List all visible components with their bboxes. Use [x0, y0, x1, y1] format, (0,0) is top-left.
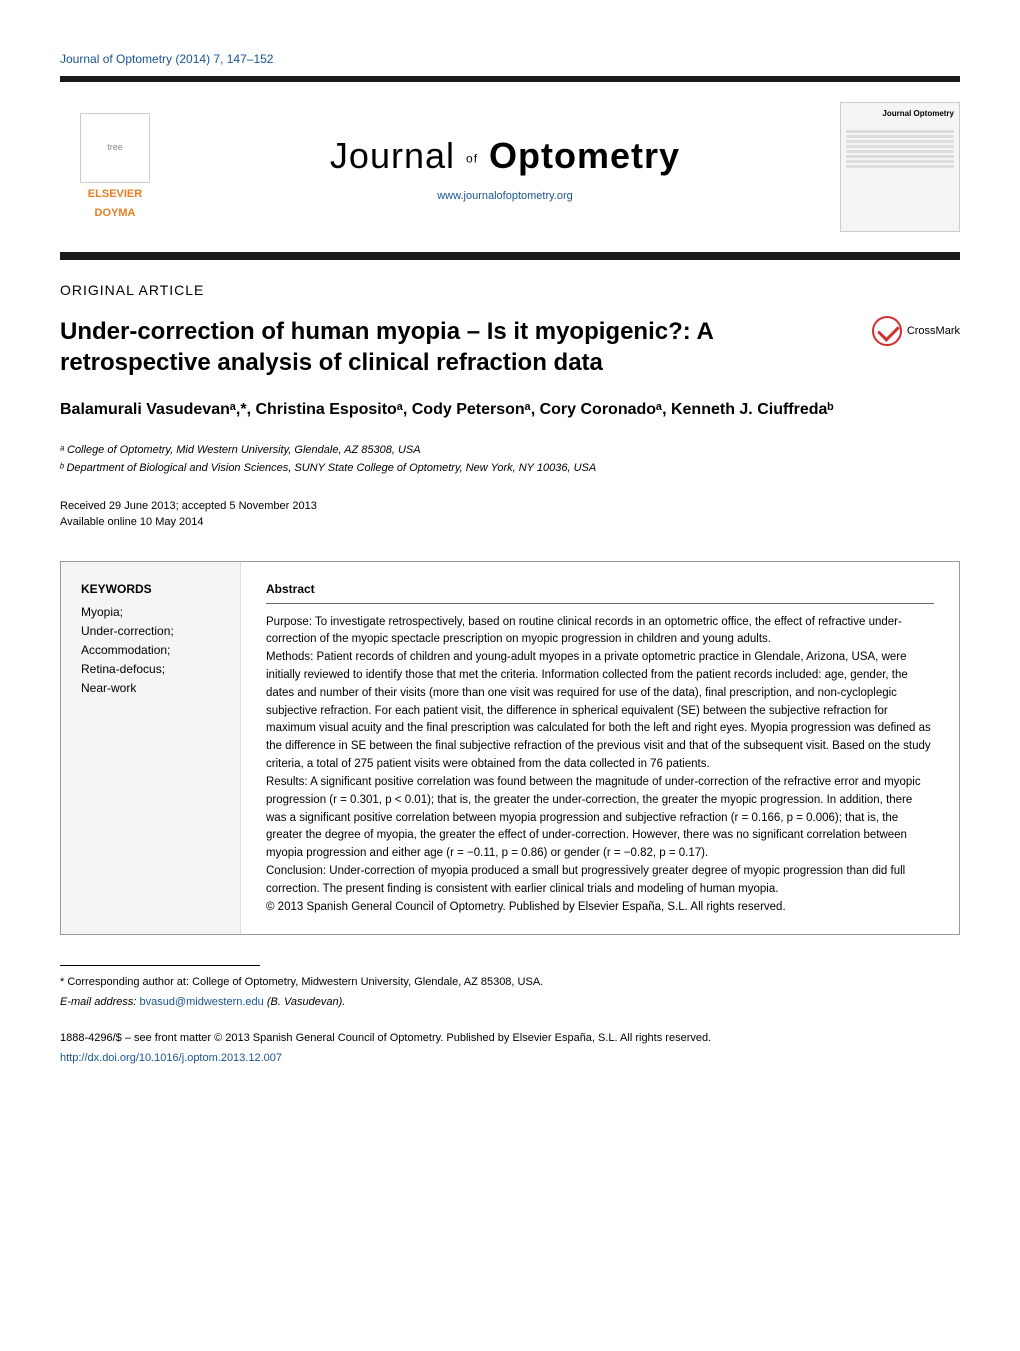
elsevier-logo: tree ELSEVIER DOYMA	[60, 112, 170, 222]
journal-url[interactable]: www.journalofoptometry.org	[170, 188, 840, 205]
abstract-column: Abstract Purpose: To investigate retrosp…	[241, 562, 959, 935]
abstract-copyright: © 2013 Spanish General Council of Optome…	[266, 899, 934, 917]
email-line: E-mail address: bvasud@midwestern.edu (B…	[60, 994, 960, 1011]
article-dates: Received 29 June 2013; accepted 5 Novemb…	[60, 498, 960, 531]
copyright-line: 1888-4296/$ – see front matter © 2013 Sp…	[60, 1030, 960, 1047]
abstract-text: Purpose: To investigate retrospectively,…	[266, 614, 934, 917]
title-row: Under-correction of human myopia – Is it…	[60, 316, 960, 378]
crossmark-icon	[872, 316, 902, 346]
abstract-header: Abstract	[266, 580, 934, 598]
abstract-box: KEYWORDS Myopia; Under-correction; Accom…	[60, 561, 960, 936]
abstract-results: Results: A significant positive correlat…	[266, 774, 934, 863]
elsevier-tree-icon: tree	[80, 113, 150, 183]
journal-cover-thumbnail: Journal Optometry	[840, 102, 960, 232]
abstract-purpose: Purpose: To investigate retrospectively,…	[266, 614, 934, 650]
journal-title-block: Journal of Optometry www.journalofoptome…	[170, 129, 840, 205]
affiliation-a: ᵃ College of Optometry, Mid Western Univ…	[60, 442, 960, 460]
header-divider-bar	[60, 76, 960, 82]
keywords-column: KEYWORDS Myopia; Under-correction; Accom…	[61, 562, 241, 935]
abstract-divider	[266, 603, 934, 604]
cover-thumb-title: Journal Optometry	[846, 108, 954, 120]
header-bottom-bar	[60, 252, 960, 260]
abstract-methods: Methods: Patient records of children and…	[266, 649, 934, 774]
abstract-conclusion: Conclusion: Under-correction of myopia p…	[266, 863, 934, 899]
journal-header: tree ELSEVIER DOYMA Journal of Optometry…	[60, 102, 960, 232]
crossmark-label: CrossMark	[907, 323, 960, 340]
email-author: (B. Vasudevan).	[267, 996, 345, 1008]
journal-title-prefix: Journal	[330, 135, 455, 176]
keywords-header: KEYWORDS	[81, 580, 220, 598]
authors: Balamurali Vasudevanᵃ,*, Christina Espos…	[60, 398, 960, 422]
doi-link[interactable]: http://dx.doi.org/10.1016/j.optom.2013.1…	[60, 1050, 960, 1067]
online-date: Available online 10 May 2014	[60, 514, 960, 531]
elsevier-text: ELSEVIER	[88, 186, 142, 203]
received-date: Received 29 June 2013; accepted 5 Novemb…	[60, 498, 960, 515]
article-type: ORIGINAL ARTICLE	[60, 280, 960, 301]
corresponding-author: * Corresponding author at: College of Op…	[60, 974, 960, 991]
keywords-list: Myopia; Under-correction; Accommodation;…	[81, 603, 220, 699]
affiliation-b: ᵇ Department of Biological and Vision Sc…	[60, 460, 960, 478]
email-label: E-mail address:	[60, 996, 136, 1008]
email-link[interactable]: bvasud@midwestern.edu	[139, 996, 263, 1008]
journal-reference[interactable]: Journal of Optometry (2014) 7, 147–152	[60, 50, 960, 68]
affiliations: ᵃ College of Optometry, Mid Western Univ…	[60, 442, 960, 477]
journal-title-of: of	[466, 152, 478, 166]
journal-title-main: Optometry	[489, 135, 680, 176]
doyma-text: DOYMA	[95, 205, 136, 222]
crossmark-badge[interactable]: CrossMark	[872, 316, 960, 346]
journal-title: Journal of Optometry	[170, 129, 840, 183]
article-title: Under-correction of human myopia – Is it…	[60, 316, 852, 378]
cover-thumb-body	[846, 120, 954, 226]
footer-divider	[60, 965, 260, 966]
